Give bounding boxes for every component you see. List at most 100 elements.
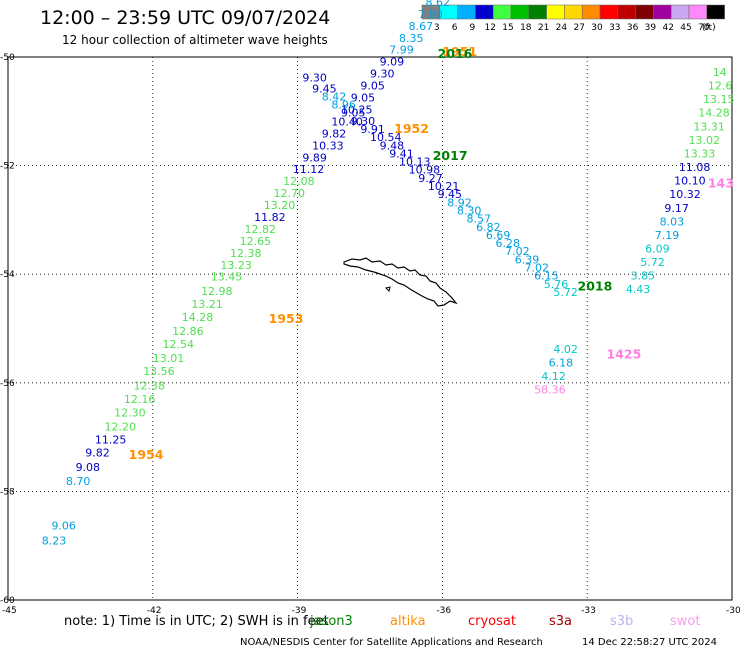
wave-height-value: 12.38 [133,379,165,392]
wave-height-value: 13.21 [191,298,223,311]
wave-height-value: 9.48 [380,139,405,152]
wave-height-value: 9.82 [85,447,110,460]
legend-label: 27 [573,23,584,33]
legend-label: 36 [627,23,639,33]
lat-tick-label: -50 [0,53,15,63]
wave-height-value: 9.45 [438,188,463,201]
map-title: 12:00 – 23:59 UTC 09/07/2024 [40,7,330,29]
wave-height-value: 10.54 [370,131,402,144]
wave-height-value: 10.21 [428,180,460,193]
wave-height-value: 7.02 [505,245,530,258]
wave-height-value: 8.30 [457,204,482,217]
wave-height-value: 6.18 [549,357,574,370]
lon-tick-label: -39 [292,606,307,616]
wave-height-value: 13.23 [220,259,252,272]
wave-height-value: 4.12 [541,370,566,383]
legend-label: 70 [698,23,710,33]
lat-tick-label: -52 [0,162,15,172]
lon-tick-label: -33 [581,606,596,616]
wave-height-value: 10.40 [331,115,363,128]
lon-tick-label: -30 [726,606,740,616]
south-georgia-coastline [343,257,458,307]
map-subtitle: 12 hour collection of altimeter wave hei… [62,33,328,47]
wave-height-value: 8.92 [447,196,472,209]
satellite-legend: jason3 altika cryosat s3a s3b swot [309,614,700,629]
wave-height-value: 9.41 [389,147,414,160]
legend-swatch [688,4,708,20]
wave-height-value: 8.67 [409,20,434,33]
wave-height-value: 9.17 [664,202,689,215]
wave-height-value: 13.56 [143,365,175,378]
legend-swatch [581,4,601,20]
legend-swatch [546,4,565,20]
lon-tick-label: -45 [2,606,17,616]
wave-height-value: 13.20 [264,199,296,212]
wave-height-value: 12.70 [273,187,305,200]
wave-height-value: 12.65 [240,235,272,248]
wave-height-value: 13.33 [684,147,716,160]
wave-height-value: 5.72 [640,256,665,269]
wave-height-value: 8.62 [426,0,451,9]
lon-tick-label: -36 [436,606,451,616]
wave-height-value: 12.30 [114,406,146,419]
wave-height-observations: 9.068.238.709.089.8211.2512.2012.3012.16… [42,0,735,548]
pass-time-label: 1954 [129,447,164,462]
wave-height-value: 7.02 [524,261,549,274]
satellite-jason3: jason3 [309,614,353,629]
wave-height-value: 14.28 [182,311,214,324]
wave-height-value: 10.10 [674,175,706,188]
legend-label: 9 [470,23,476,33]
legend-label: 39 [645,23,657,33]
wave-height-value: 10.98 [409,164,441,177]
wave-height-value: 9.06 [51,519,76,532]
wave-height-value: 8.03 [660,215,685,228]
wave-height-value: 12.20 [105,421,136,434]
footer-note: note: 1) Time is in UTC; 2) SWH is in fe… [64,614,329,629]
wave-height-value: 58.36 [534,384,566,397]
wave-height-value: 7.19 [655,229,680,242]
wave-height-value: 4.02 [553,343,578,356]
legend-label: 12 [484,23,495,33]
wave-height-value: 8.70 [66,475,91,488]
wave-height-value: 8.57 [467,213,492,226]
satellite-altika: altika [390,614,426,629]
axis-ticks: -45 -42 -39 -36 -33 -30 -50 -52 -54 -56 -58 -60 [0,53,740,616]
wave-height-value: 3.85 [631,270,656,283]
wave-height-value: 9.82 [322,127,347,140]
wave-height-value: 4.43 [626,283,651,296]
wave-height-value: 9.27 [418,172,443,185]
wave-height-value: 12.38 [230,247,262,260]
legend-swatch [617,4,636,20]
map-frame [7,56,733,601]
wave-height-value: 12.16 [124,393,156,406]
legend-label: 18 [520,23,532,33]
pass-time-label: 1953 [269,311,304,326]
wave-height-value: 10.33 [312,139,344,152]
credit-text: NOAA/NESDIS Center for Satellite Applica… [240,637,543,648]
wave-height-value: 13.02 [689,134,721,147]
wave-height-value: 9.05 [341,107,366,120]
wave-height-value: 11.08 [679,161,711,174]
wave-height-value: 8.96 [331,99,356,112]
wave-height-value: 11.25 [95,434,127,447]
wave-height-value: 12.86 [172,325,204,338]
wave-height-value: 9.08 [76,461,101,474]
pass-time-label: 1425 [607,346,642,361]
lat-tick-label: -56 [0,379,15,389]
pass-time-label: 2018 [578,278,613,293]
legend-label: 6 [452,23,458,33]
pass-time-label: 2017 [433,148,468,163]
satellite-cryosat: cryosat [468,614,516,629]
legend-label: 3 [434,23,440,33]
wave-height-value: 11.12 [293,163,325,176]
wave-height-value: 7.80 [418,8,443,21]
wave-height-value: 8.23 [42,535,67,548]
pass-time-label: 1952 [394,121,429,136]
color-legend: 3 6 9 12 15 18 21 24 27 30 33 36 39 42 45 70(ft) [421,4,725,33]
pass-time-label: 1951 [442,44,477,59]
wave-height-value: 14 [713,66,727,79]
legend-swatch [492,4,512,20]
shag-rocks [385,286,391,292]
legend-label: 15 [502,23,513,33]
